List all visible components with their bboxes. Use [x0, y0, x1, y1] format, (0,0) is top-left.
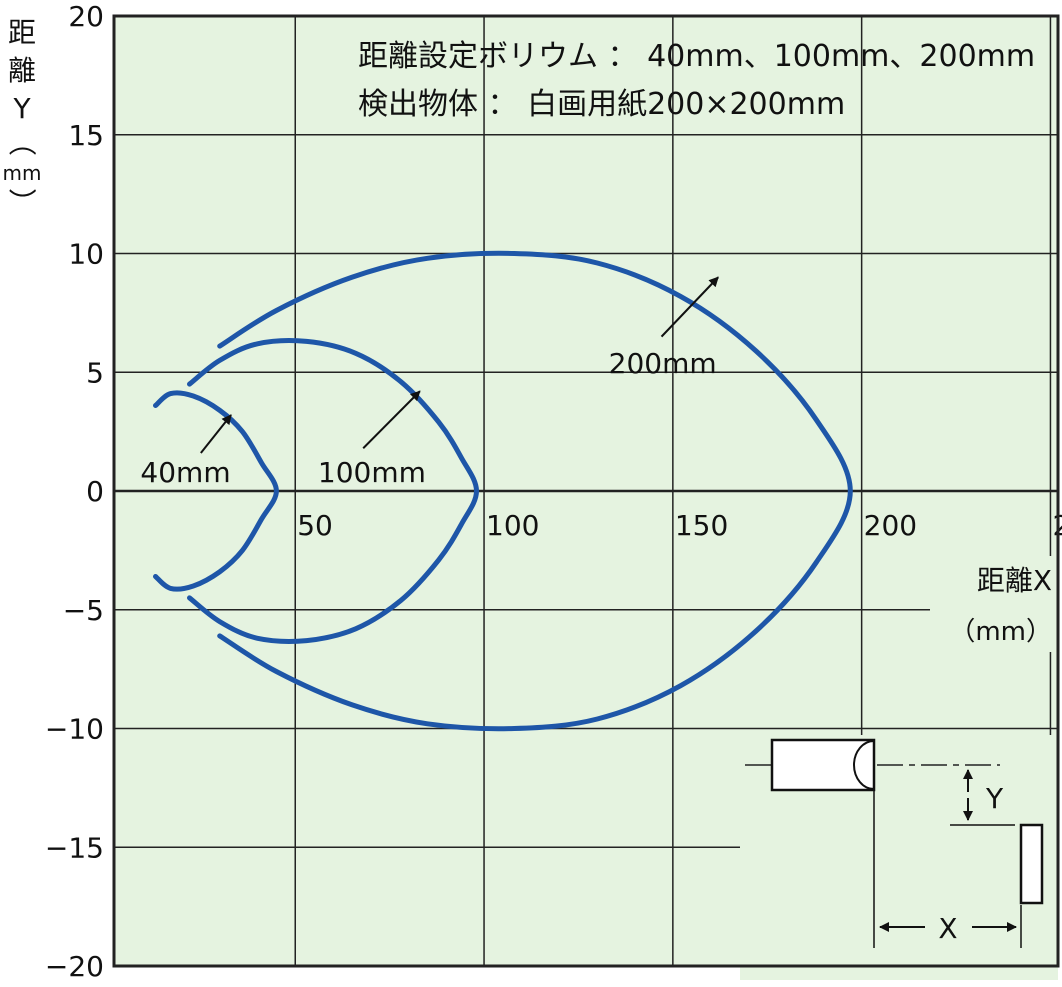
y-tick-label: 20	[68, 0, 104, 33]
x-axis-unit: （mm）	[949, 617, 1052, 647]
curve-100mm	[187, 338, 479, 644]
curve-40mm	[153, 390, 279, 592]
x-tick-label: 150	[675, 509, 728, 542]
diagram-y-label: Y	[985, 782, 1004, 815]
y-tick-label: −15	[45, 831, 104, 864]
y-tick-label: 10	[68, 238, 104, 271]
y-axis-label-char: Y	[12, 92, 31, 125]
y-axis-label-char: 離	[8, 54, 36, 87]
x-label-backdrop	[930, 556, 1058, 652]
y-axis-label-char: 距	[8, 16, 36, 49]
x-tick-label: 50	[297, 509, 333, 542]
sensor-body	[770, 738, 876, 792]
curve-200mm	[217, 250, 853, 732]
y-tick-labels: 20 15 10 5 0 −5 −10 −15 −20	[45, 0, 104, 983]
measurement-diagram: Y X	[740, 735, 1058, 980]
y-tick-label: 0	[86, 475, 104, 508]
target-annotation: 検出物体 ： 白画用紙200×200mm	[358, 87, 845, 122]
x-axis-label: 距離X	[977, 564, 1052, 597]
curve-label-200mm: 200mm	[609, 347, 717, 380]
y-axis-label-char: （	[5, 128, 38, 156]
curve-label-arrow	[660, 276, 719, 338]
volume-annotation: 距離設定ボリウム ： 40mm、100mm、200mm	[358, 39, 1035, 74]
x-tick-label: 200	[864, 509, 917, 542]
plot-frame	[112, 14, 1060, 968]
curve-label-100mm: 100mm	[318, 456, 426, 489]
curves	[153, 250, 853, 732]
sensor-lens	[853, 740, 875, 790]
y-axis-label-char: ）	[5, 188, 38, 216]
curve-labels: 40mm 100mm 200mm	[140, 276, 719, 489]
curve-label-arrow	[362, 390, 421, 449]
y-tick-label: 5	[86, 356, 104, 389]
y-tick-label: 15	[68, 119, 104, 152]
curve-label-40mm: 40mm	[140, 456, 230, 489]
y-axis-label-char: mm	[3, 161, 42, 185]
y-tick-label: −10	[45, 713, 104, 746]
target-paper	[1019, 823, 1044, 905]
curve-label-arrow	[200, 414, 232, 454]
y-tick-label: −20	[45, 950, 104, 983]
x-tick-label: 100	[486, 509, 539, 542]
diagram-x-label: X	[938, 912, 957, 945]
y-tick-label: −5	[63, 594, 104, 627]
x-tick-labels: 50100150200250	[297, 509, 1062, 542]
